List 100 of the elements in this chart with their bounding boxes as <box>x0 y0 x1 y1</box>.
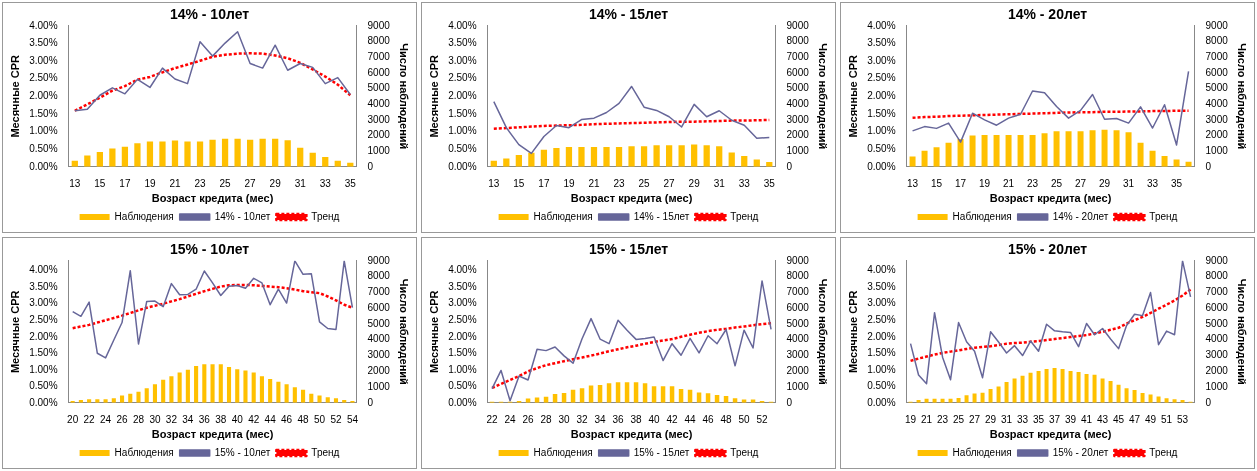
x-tick-label: 46 <box>702 413 715 425</box>
y-tick-label: 2.00% <box>29 330 58 342</box>
bar <box>1076 372 1081 403</box>
y-axis-title: Месячные CPR <box>8 290 21 374</box>
bar <box>1004 381 1009 403</box>
x-axis-title: Возраст кредита (мес) <box>151 192 274 205</box>
bar <box>177 372 182 403</box>
y2-tick-label: 4000 <box>1205 97 1229 109</box>
y-tick-label: 1.50% <box>448 347 477 359</box>
y-tick-label: 1.50% <box>867 107 896 119</box>
y-tick-label: 0.00% <box>448 396 477 408</box>
bar <box>169 376 174 403</box>
x-tick-label: 29 <box>688 177 701 189</box>
x-tick-label: 37 <box>1048 413 1061 425</box>
x-tick-label: 21 <box>920 413 933 425</box>
x-tick-label: 20 <box>67 413 79 425</box>
y2-tick-label: 2000 <box>1205 364 1229 376</box>
y2-tick-label: 7000 <box>786 286 810 298</box>
y2-tick-label: 1000 <box>786 380 810 392</box>
bar <box>603 147 610 167</box>
x-axis-title: Возраст кредита (мес) <box>151 428 274 441</box>
y2-tick-label: 3000 <box>1205 113 1229 125</box>
y2-axis-title: Число наблюдений <box>1236 43 1249 150</box>
x-tick-label: 40 <box>648 413 661 425</box>
y-tick-label: 2.50% <box>867 72 896 84</box>
x-tick-label: 35 <box>763 177 776 189</box>
bar <box>1140 393 1145 403</box>
x-axis-title: Возраст кредита (мес) <box>570 192 693 205</box>
legend-label: Тренд <box>730 446 759 458</box>
bar <box>1020 375 1025 403</box>
y2-axis-title: Число наблюдений <box>1236 278 1249 385</box>
y2-tick-label: 7000 <box>367 50 391 62</box>
y-tick-label: 1.50% <box>29 347 58 359</box>
bar <box>226 366 232 403</box>
y-tick-label: 0.50% <box>867 142 896 154</box>
legend-label: Наблюдения <box>533 446 593 458</box>
y2-tick-label: 6000 <box>786 301 810 313</box>
x-tick-label: 13 <box>488 177 500 189</box>
y2-tick-label: 9000 <box>1205 254 1229 266</box>
y-tick-label: 1.00% <box>29 125 58 137</box>
y2-tick-label: 1000 <box>786 144 810 156</box>
bar <box>276 381 281 403</box>
bar <box>553 148 560 167</box>
y2-tick-label: 1000 <box>367 144 391 156</box>
bar <box>728 152 735 167</box>
bar <box>235 369 240 403</box>
y2-tick-label: 5000 <box>1205 82 1229 94</box>
bar <box>284 140 291 167</box>
x-tick-label: 35 <box>344 177 357 189</box>
y2-tick-label: 8000 <box>786 35 810 47</box>
y2-tick-label: 9000 <box>367 254 391 266</box>
y2-tick-label: 0 <box>367 396 374 408</box>
y2-tick-label: 3000 <box>786 349 810 361</box>
y2-tick-label: 6000 <box>367 66 391 78</box>
bar <box>1036 370 1041 403</box>
y2-tick-label: 7000 <box>1205 50 1229 62</box>
bar <box>1052 368 1057 403</box>
bar <box>565 147 573 167</box>
legend-label: Наблюдения <box>533 210 593 222</box>
x-tick-label: 29 <box>1098 177 1111 189</box>
bar <box>980 392 985 403</box>
line-series <box>911 109 1190 120</box>
bar <box>134 143 141 167</box>
x-tick-label: 25 <box>952 413 965 425</box>
x-tick-label: 36 <box>198 413 211 425</box>
x-tick-label: 33 <box>319 177 332 189</box>
bar <box>1149 150 1156 167</box>
x-tick-label: 35 <box>1170 177 1183 189</box>
legend-label: Тренд <box>311 210 340 222</box>
y2-tick-label: 9000 <box>786 19 810 31</box>
bar <box>297 147 304 167</box>
bar <box>653 145 660 167</box>
chart-title: 15% - 20лет <box>1007 241 1088 258</box>
y2-axis-title: Число наблюдений <box>817 43 830 150</box>
y-tick-label: 3.00% <box>867 54 896 66</box>
x-tick-label: 21 <box>169 177 181 189</box>
bar <box>292 387 297 403</box>
y-tick-label: 1.50% <box>448 107 477 119</box>
x-tick-label: 46 <box>281 413 293 425</box>
bar <box>121 146 129 167</box>
y2-tick-label: 0 <box>367 160 374 172</box>
bar <box>210 364 215 403</box>
bar <box>964 395 969 403</box>
bar <box>246 139 254 167</box>
bar <box>988 388 993 403</box>
x-tick-label: 50 <box>738 413 751 425</box>
x-tick-label: 24 <box>100 413 112 425</box>
x-tick-label: 31 <box>1122 177 1135 189</box>
y2-tick-label: 6000 <box>786 66 810 78</box>
y2-tick-label: 8000 <box>367 35 391 47</box>
y2-tick-label: 8000 <box>367 270 391 282</box>
x-tick-label: 54 <box>346 413 359 425</box>
bar <box>716 146 723 167</box>
y-axis-title: Месячные CPR <box>427 55 440 138</box>
x-tick-label: 48 <box>720 413 733 425</box>
bar <box>1173 159 1180 167</box>
y-tick-label: 2.50% <box>448 313 477 325</box>
y-tick-label: 0.00% <box>448 160 477 172</box>
bar <box>171 140 179 167</box>
bar <box>1012 378 1017 403</box>
